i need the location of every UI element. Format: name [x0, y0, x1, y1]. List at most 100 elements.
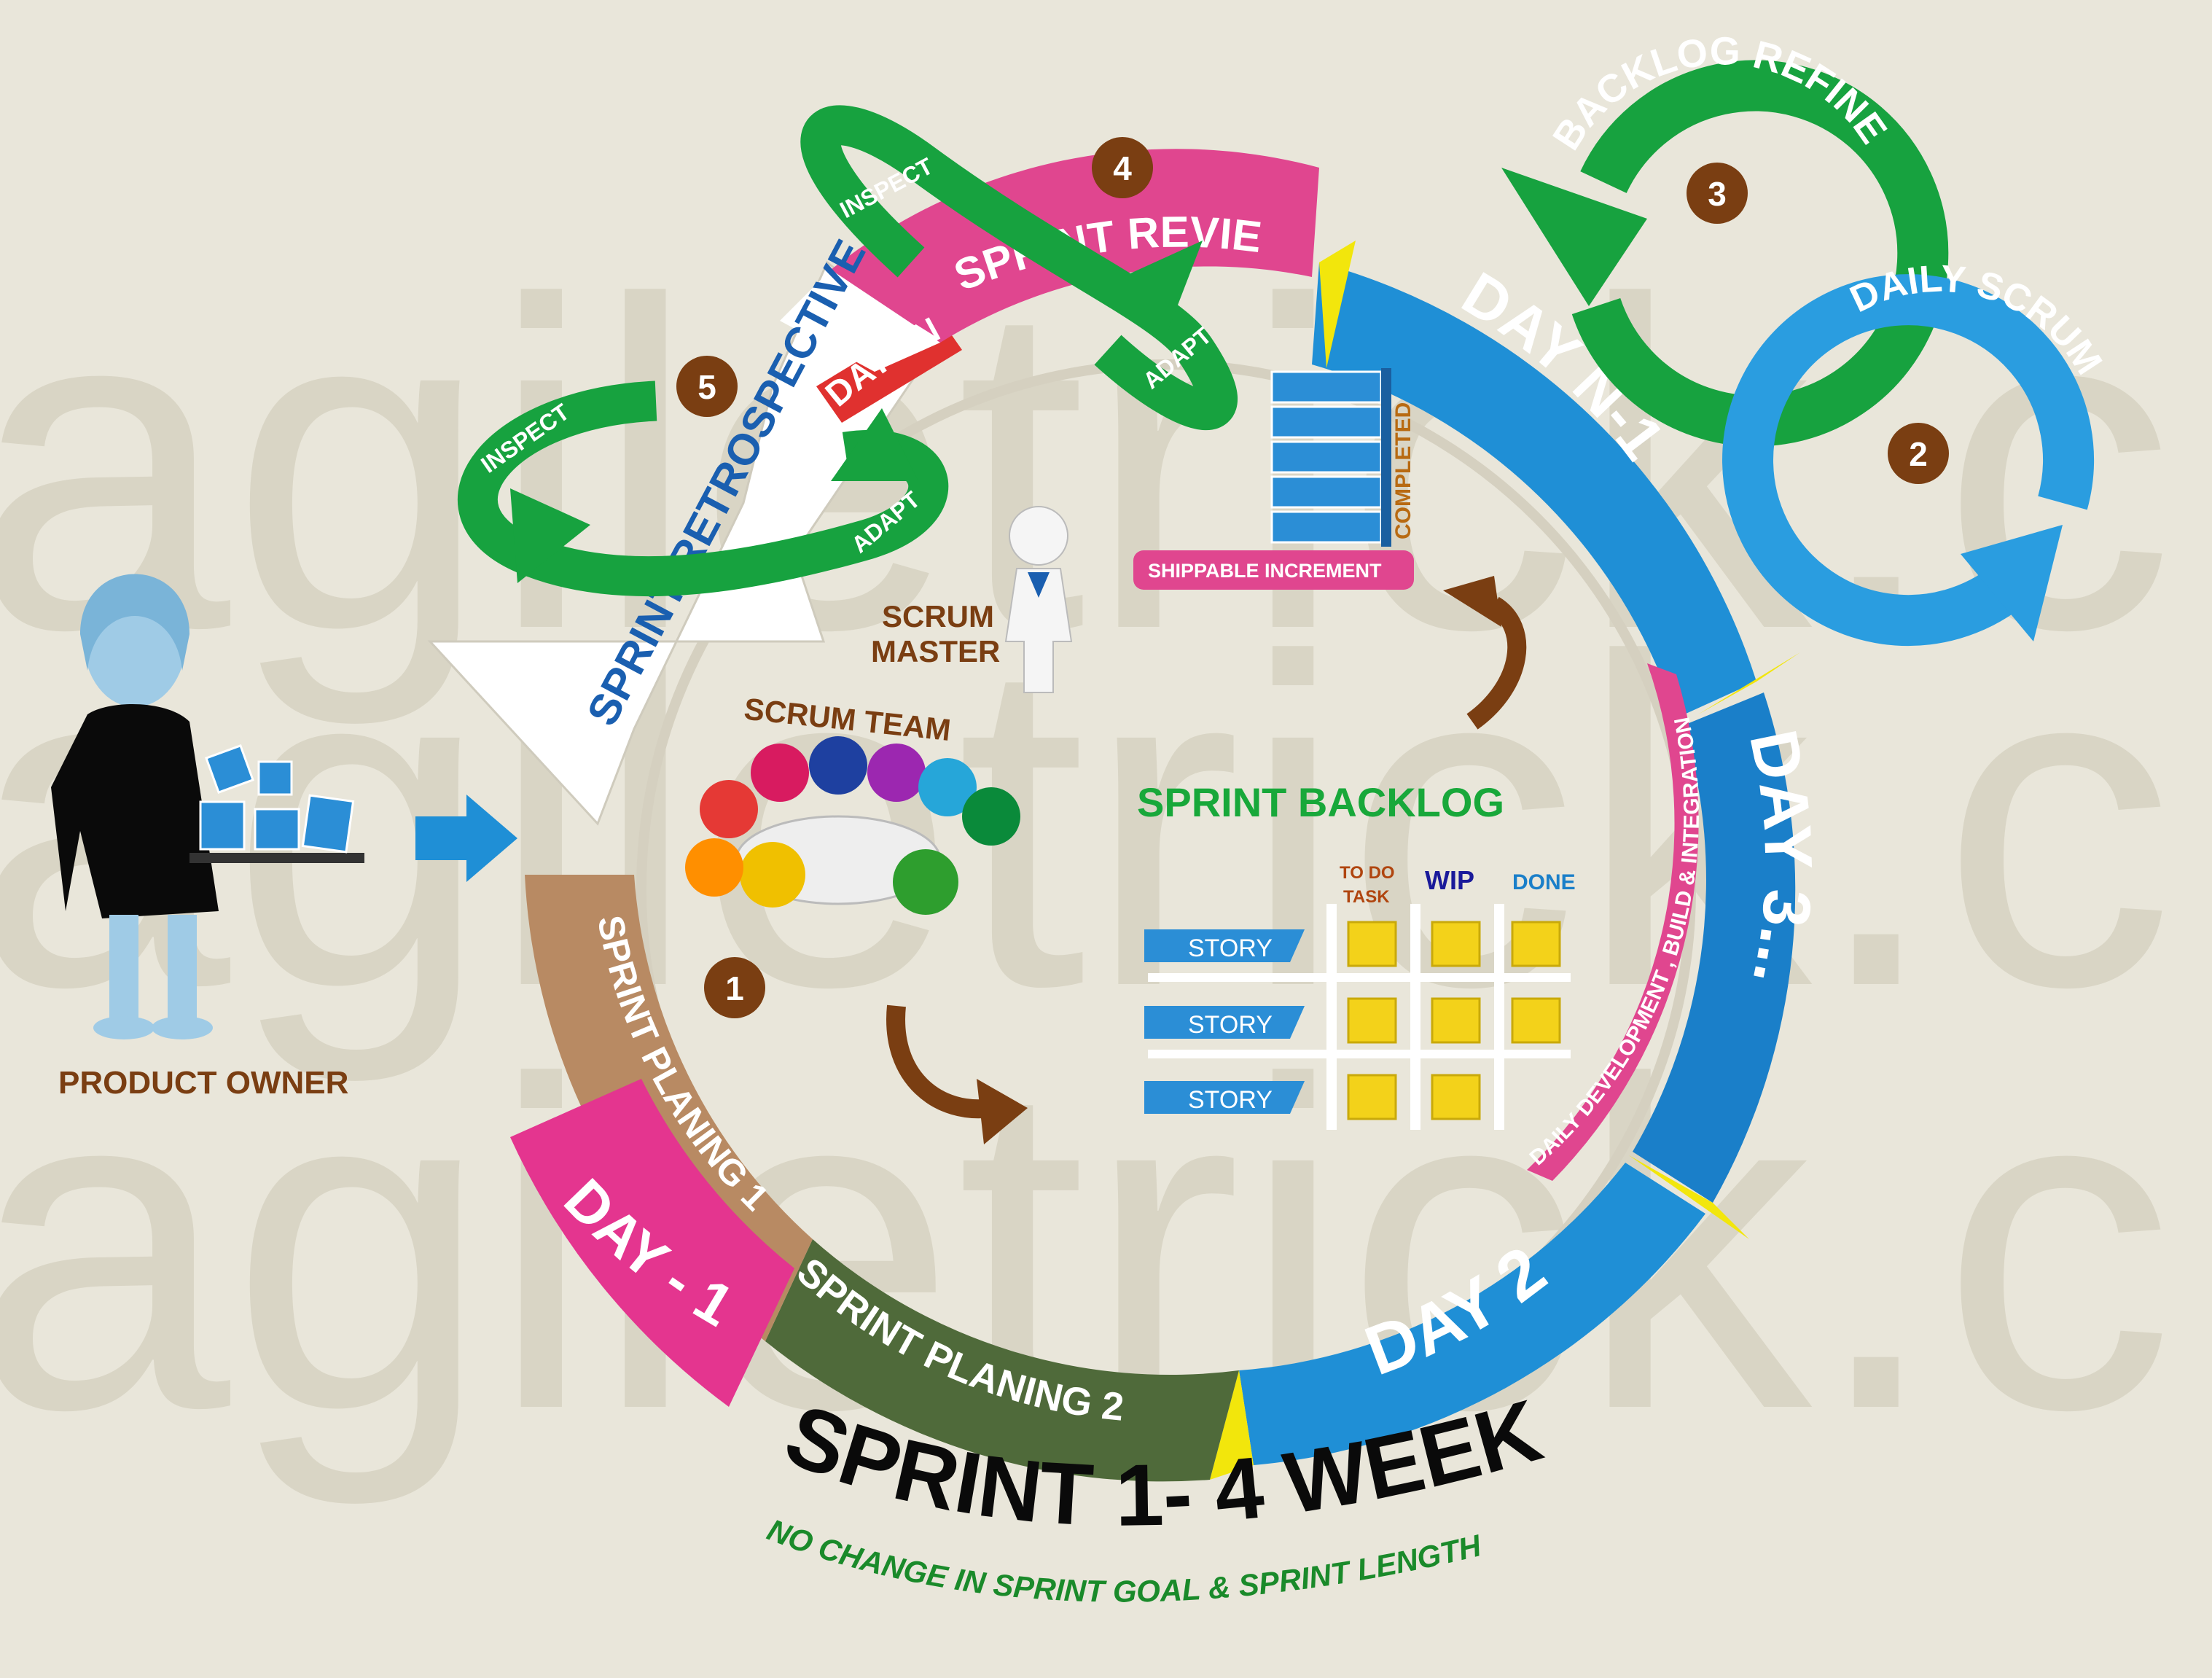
team-to-backlog-arrowhead: [977, 1079, 1028, 1144]
step-3-label: 3: [1708, 175, 1727, 213]
scrum-master-label-2: MASTER: [871, 634, 1000, 668]
board-grid-v1: [1326, 904, 1337, 1130]
team-member-7: [740, 842, 805, 908]
product-owner-foot-right: [152, 1016, 213, 1039]
step-badge-4: [1092, 137, 1153, 198]
board-grid-v2: [1410, 904, 1420, 1130]
separator-3: [1629, 1155, 1749, 1239]
daily-scrum-arc: [1722, 274, 2095, 647]
col-wip: WIP: [1425, 865, 1474, 895]
task-box-5: [1431, 997, 1481, 1044]
scrum-master-emblem: [1028, 572, 1050, 598]
task-box-1: [1347, 921, 1397, 967]
backlog-box-1: [199, 800, 246, 851]
scrum-master-body: [1004, 568, 1073, 693]
team-member-1: [700, 780, 758, 838]
story-label-2: STORY: [1188, 1011, 1273, 1039]
task-box-6: [1511, 997, 1561, 1044]
product-owner-tray: [189, 853, 364, 863]
ring-segment-sprint-planing-2: [765, 1239, 1239, 1482]
col-todo-1: TO DO: [1340, 863, 1395, 883]
story-label-3: STORY: [1188, 1086, 1273, 1114]
story-tag-1: [1144, 929, 1305, 962]
backlog-box-5: [257, 760, 293, 796]
task-box-3: [1511, 921, 1561, 967]
product-owner-figure: PRODUCT OWNER: [51, 574, 364, 1101]
increment-slab-1: [1270, 370, 1383, 404]
board-grid-v3: [1494, 904, 1504, 1130]
ring-segment-day3: [1633, 692, 1796, 1203]
increment-side: [1381, 368, 1391, 547]
separator-4: [1210, 1370, 1254, 1480]
separator-2: [1698, 652, 1800, 714]
team-member-4: [867, 744, 926, 802]
product-owner-foot-left: [93, 1016, 155, 1039]
story-tag-2: [1144, 1006, 1305, 1039]
step-badge-5: [676, 356, 738, 417]
backlog-box-2: [254, 808, 300, 851]
step-4-label: 4: [1113, 149, 1132, 187]
team-to-backlog-arrow: [886, 1004, 993, 1119]
product-owner-leg-left: [109, 915, 138, 1024]
team-member-8: [893, 849, 958, 915]
shippable-increment-pill: [1133, 550, 1414, 590]
task-box-7: [1347, 1074, 1397, 1120]
step-badge-3: [1687, 163, 1748, 224]
flow-arrow: [415, 795, 517, 882]
sprint-backlog-board: SPRINT BACKLOG TO DO TASK WIP DONE STORY…: [1137, 779, 1576, 1130]
sprint-backlog-title: SPRINT BACKLOG: [1137, 779, 1504, 825]
story-label-1: STORY: [1188, 934, 1273, 962]
backlog-box-3: [301, 794, 355, 854]
increment-slab-4: [1270, 475, 1383, 509]
story-row-1: STORY: [1144, 921, 1561, 967]
board-grid-h2: [1148, 1050, 1571, 1058]
step-1-label: 1: [725, 969, 744, 1007]
ring-segment-day-n1: [1312, 262, 1756, 718]
team-member-2: [751, 744, 809, 802]
increment-slab-5: [1270, 510, 1383, 544]
step-2-label: 2: [1909, 435, 1928, 473]
backlog-refinement-arc: [1571, 60, 1949, 447]
daily-dev-band: [1527, 663, 1699, 1181]
step-badge-1: [704, 957, 765, 1018]
backlog-refinement-arrowhead: [1501, 168, 1647, 306]
separator-1: [1319, 241, 1356, 368]
increment-completed: COMPLETED: [1391, 402, 1415, 539]
team-member-5: [918, 758, 977, 816]
increment-stack: COMPLETED SHIPPABLE INCREMENT: [1133, 368, 1415, 590]
step-5-label: 5: [697, 368, 716, 406]
retro-loop-arc: [458, 381, 949, 597]
story-tag-3: [1144, 1081, 1305, 1114]
review-loop-arc: [800, 105, 1238, 430]
step-badge-2: [1888, 423, 1949, 484]
ring-segment-day-1: [510, 1079, 794, 1407]
board-grid-h1: [1148, 973, 1571, 982]
review-loop-arrowhead: [1122, 241, 1203, 335]
task-box-8: [1431, 1074, 1481, 1120]
backlog-to-increment-arrow: [1466, 596, 1527, 730]
col-todo-2: TASK: [1343, 887, 1390, 907]
team-member-9: [685, 838, 743, 897]
sprint-review-white-lead: [780, 270, 940, 372]
increment-slab-2: [1270, 405, 1383, 439]
product-owner-label: PRODUCT OWNER: [58, 1065, 348, 1101]
product-owner-dress: [51, 704, 219, 918]
shippable-increment-label: SHIPPABLE INCREMENT: [1148, 560, 1382, 582]
increment-slab-3: [1270, 440, 1383, 474]
task-box-4: [1347, 997, 1397, 1044]
retro-loop-arrowhead-2: [831, 408, 918, 481]
story-row-2: STORY: [1144, 997, 1561, 1044]
step-badges: 1 2 3 4 5: [676, 137, 1949, 1018]
watermark-line-2: agiletrick.c: [0, 562, 2174, 1086]
product-owner-leg-right: [168, 915, 197, 1024]
ring-segment-day2: [1239, 1163, 1705, 1465]
story-row-3: STORY: [1144, 1074, 1481, 1120]
daily-scrum-arrowhead: [1961, 525, 2063, 641]
team-member-6: [962, 787, 1020, 846]
backlog-to-increment-arrowhead: [1443, 576, 1501, 627]
product-owner-hair: [80, 574, 189, 671]
retro-loop-arrowhead: [510, 488, 590, 583]
team-member-3: [809, 736, 867, 795]
task-box-2: [1431, 921, 1481, 967]
